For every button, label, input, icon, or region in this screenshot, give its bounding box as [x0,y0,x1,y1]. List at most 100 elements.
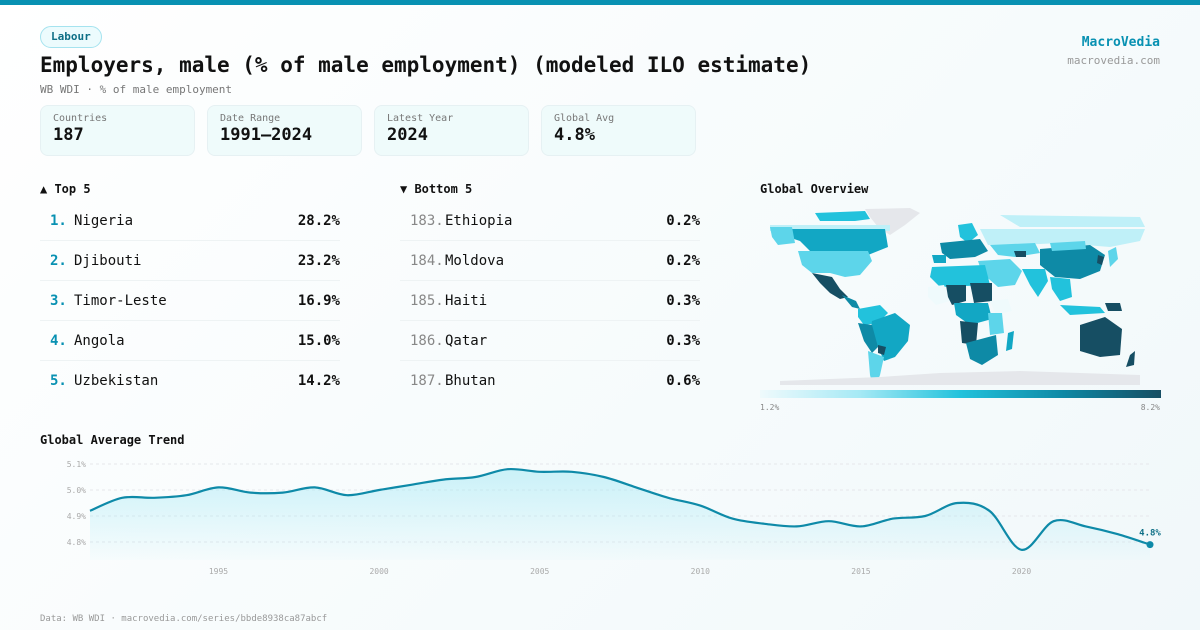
brand-name[interactable]: MacroVedia [1081,35,1160,50]
trend-point-2015[interactable] [859,524,863,528]
trend-point-2012[interactable] [763,522,767,526]
trend-point-2022[interactable] [1084,524,1088,528]
map-region-central-america[interactable] [842,295,860,309]
list-item[interactable]: 5. Uzbekistan 14.2% [40,361,340,401]
trend-point-1994[interactable] [184,493,188,497]
map-region-mexico[interactable] [812,273,848,299]
trend-point-2013[interactable] [795,524,799,528]
country-value: 14.2% [297,373,340,389]
list-item[interactable]: 183. Ethiopia 0.2% [400,201,700,241]
category-tag[interactable]: Labour [40,26,102,48]
map-region-india[interactable] [1022,269,1048,297]
map-region-west-africa[interactable] [928,285,950,305]
map-region-east-africa[interactable] [988,313,1004,335]
trend-point-2010[interactable] [698,504,702,508]
trend-point-1991[interactable] [88,509,92,513]
map-region-alaska[interactable] [770,227,795,245]
map-region-canada[interactable] [785,229,888,255]
list-item[interactable]: 186. Qatar 0.3% [400,321,700,361]
map-region-southern-africa[interactable] [966,335,998,365]
map-region-europe[interactable] [940,239,988,259]
map-region-paraguay[interactable] [878,345,886,355]
map-region-uzbekistan[interactable] [1014,251,1026,257]
map-region-china[interactable] [1040,245,1105,279]
trend-point-1997[interactable] [281,491,285,495]
trend-point-2000[interactable] [377,488,381,492]
map-region-madagascar[interactable] [1006,331,1014,351]
brand-url[interactable]: macrovedia.com [1067,54,1160,67]
trend-point-2014[interactable] [827,519,831,523]
trend-point-2016[interactable] [891,517,895,521]
trend-point-2019[interactable] [987,509,991,513]
map-region-ethiopia[interactable] [990,299,1012,315]
trend-point-2021[interactable] [1052,519,1056,523]
map-region-japan[interactable] [1108,247,1118,267]
trend-point-1998[interactable] [313,485,317,489]
map-region-arctic-russia[interactable] [1000,215,1145,227]
trend-point-1999[interactable] [345,493,349,497]
trend-point-2006[interactable] [570,470,574,474]
trend-point-2011[interactable] [730,517,734,521]
trend-point-2002[interactable] [441,478,445,482]
map-region-australia[interactable] [1080,317,1122,357]
top5-heading: ▲ Top 5 [40,182,91,196]
trend-point-2004[interactable] [506,467,510,471]
trend-point-2023[interactable] [1116,532,1120,536]
trend-point-2007[interactable] [602,475,606,479]
map-region-indonesia[interactable] [1060,305,1105,315]
map-region-mongolia[interactable] [1050,241,1086,251]
brand: MacroVedia macrovedia.com [1067,35,1160,67]
map-region-arctic-canada[interactable] [815,211,870,221]
map-region-usa[interactable] [798,251,872,277]
country-name: Djibouti [74,252,142,269]
map-region-iberia[interactable] [932,255,946,263]
world-map[interactable] [760,205,1160,390]
map-region-greenland[interactable] [865,208,920,235]
map-region-brazil[interactable] [870,313,910,361]
trend-chart[interactable]: 5.1% 5.0% 4.9% 4.8% 1995 2000 2005 2010 2015 202… [40,455,1170,580]
trend-point-2008[interactable] [634,485,638,489]
trend-end-point[interactable] [1146,541,1154,549]
map-region-central-africa[interactable] [954,303,992,325]
trend-point-2020[interactable] [1020,548,1024,552]
map-region-antarctica[interactable] [780,371,1140,385]
map-region-png[interactable] [1105,303,1122,311]
list-item[interactable]: 3. Timor-Leste 16.9% [40,281,340,321]
trend-point-2018[interactable] [955,501,959,505]
map-region-andes[interactable] [858,323,878,353]
trend-point-1993[interactable] [152,496,156,500]
map-region-russia[interactable] [980,229,1145,247]
trend-line [89,467,1151,551]
map-region-sudan[interactable] [970,283,992,303]
map-region-kazakhstan[interactable] [990,243,1040,257]
x-tick-label: 1995 [209,567,228,576]
country-value: 15.0% [297,332,340,349]
trend-point-2017[interactable] [923,514,927,518]
trend-point-2001[interactable] [409,483,413,487]
map-region-nigeria-niger[interactable] [946,285,966,305]
stat-label: Global Avg [554,113,615,124]
list-item[interactable]: 2. Djibouti 23.2% [40,241,340,281]
bottom5-heading: ▼ Bottom 5 [400,182,473,196]
trend-point-2005[interactable] [538,470,542,474]
list-item[interactable]: 187. Bhutan 0.6% [400,361,700,401]
map-region-north-africa[interactable] [930,265,990,287]
map-region-korea[interactable] [1097,255,1104,265]
country-name: Qatar [445,332,488,349]
map-region-new-zealand[interactable] [1126,351,1135,367]
trend-point-1995[interactable] [216,485,220,489]
trend-point-2003[interactable] [473,475,477,479]
country-name: Nigeria [74,212,134,229]
trend-point-1996[interactable] [249,491,253,495]
trend-point-1992[interactable] [120,496,124,500]
trend-point-2009[interactable] [666,496,670,500]
rank: 185. [410,292,444,309]
list-item[interactable]: 185. Haiti 0.3% [400,281,700,321]
map-region-southeast-asia[interactable] [1050,277,1072,301]
list-item[interactable]: 1. Nigeria 28.2% [40,201,340,241]
map-region-angola[interactable] [960,321,978,345]
list-item[interactable]: 4. Angola 15.0% [40,321,340,361]
map-region-middle-east[interactable] [978,259,1022,287]
list-item[interactable]: 184. Moldova 0.2% [400,241,700,281]
map-region-scandinavia[interactable] [958,223,978,243]
